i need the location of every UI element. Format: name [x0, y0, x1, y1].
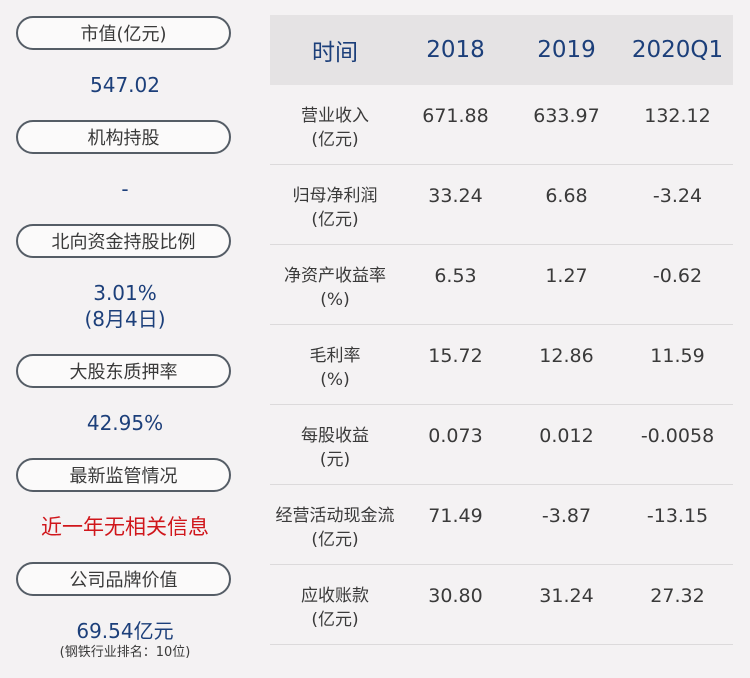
- row-name: 经营活动现金流: [275, 506, 395, 526]
- cell-value: 6.53: [434, 265, 477, 287]
- cell-value: 71.49: [428, 505, 483, 527]
- cell-value: 31.24: [539, 585, 594, 607]
- table-row: 每股收益 (元) 0.073 0.012 -0.0058: [270, 405, 733, 485]
- pledge-ratio-value: 42.95%: [86, 411, 164, 435]
- brand-value-value: 69.54亿元: [76, 619, 174, 643]
- row-unit: (亿元): [311, 530, 359, 550]
- table-row: 应收账款 (亿元) 30.80 31.24 27.32: [270, 565, 733, 645]
- table-row: 营业收入 (亿元) 671.88 633.97 132.12: [270, 85, 733, 165]
- header-2019: 2019: [537, 37, 596, 63]
- row-unit: (%): [320, 370, 350, 390]
- row-name: 每股收益: [301, 426, 369, 446]
- regulatory-status-value: 近一年无相关信息: [41, 515, 209, 539]
- pledge-ratio-label: 大股东质押率: [16, 354, 231, 388]
- brand-value-label: 公司品牌价值: [16, 562, 231, 596]
- cell-value: 6.68: [545, 185, 588, 207]
- cell-value: 132.12: [644, 105, 711, 127]
- northbound-ratio-label: 北向资金持股比例: [16, 224, 231, 258]
- table-row: 归母净利润 (亿元) 33.24 6.68 -3.24: [270, 165, 733, 245]
- cell-value: 11.59: [650, 345, 705, 367]
- institutional-holding-value: -: [121, 177, 129, 201]
- institutional-holding-label: 机构持股: [16, 120, 231, 154]
- cell-value: 15.72: [428, 345, 483, 367]
- northbound-ratio-date: (8月4日): [84, 307, 166, 331]
- cell-value: 12.86: [539, 345, 594, 367]
- cell-value: 633.97: [533, 105, 600, 127]
- market-cap-value: 547.02: [90, 73, 160, 97]
- cell-value: 27.32: [650, 585, 705, 607]
- row-name: 归母净利润: [292, 186, 378, 206]
- cell-value: 671.88: [422, 105, 489, 127]
- row-unit: (亿元): [311, 210, 359, 230]
- row-unit: (%): [320, 290, 350, 310]
- row-name: 营业收入: [301, 106, 369, 126]
- header-2018: 2018: [426, 37, 485, 63]
- row-unit: (元): [319, 450, 351, 470]
- brand-value-rank-note: (钢铁行业排名：10位): [59, 645, 191, 660]
- header-period: 时间: [312, 40, 358, 66]
- cell-value: 0.073: [428, 425, 483, 447]
- row-name: 净资产收益率: [284, 266, 386, 286]
- cell-value: -0.62: [652, 265, 703, 287]
- table-header: 时间 2018 2019 2020Q1: [270, 15, 733, 85]
- cell-value: -3.87: [541, 505, 592, 527]
- table-row: 经营活动现金流 (亿元) 71.49 -3.87 -13.15: [270, 485, 733, 565]
- cell-value: -0.0058: [640, 425, 715, 447]
- cell-value: 33.24: [428, 185, 483, 207]
- northbound-ratio-value: 3.01%: [93, 281, 157, 305]
- header-2020q1: 2020Q1: [631, 37, 724, 63]
- row-name: 毛利率: [309, 346, 361, 366]
- financial-table: 时间 2018 2019 2020Q1 营业收入 (亿元) 671.88 633.…: [270, 15, 733, 645]
- regulatory-status-label: 最新监管情况: [16, 458, 231, 492]
- left-panel: 市值(亿元) 547.02 机构持股 - 北向资金持股比例 3.01% (8月4…: [0, 0, 250, 678]
- cell-value: -3.24: [652, 185, 703, 207]
- row-name: 应收账款: [301, 586, 369, 606]
- row-unit: (亿元): [311, 610, 359, 630]
- cell-value: -13.15: [646, 505, 709, 527]
- table-row: 净资产收益率 (%) 6.53 1.27 -0.62: [270, 245, 733, 325]
- cell-value: 0.012: [539, 425, 594, 447]
- table-row: 毛利率 (%) 15.72 12.86 11.59: [270, 325, 733, 405]
- row-unit: (亿元): [311, 130, 359, 150]
- market-cap-label: 市值(亿元): [16, 16, 231, 50]
- cell-value: 30.80: [428, 585, 483, 607]
- cell-value: 1.27: [545, 265, 588, 287]
